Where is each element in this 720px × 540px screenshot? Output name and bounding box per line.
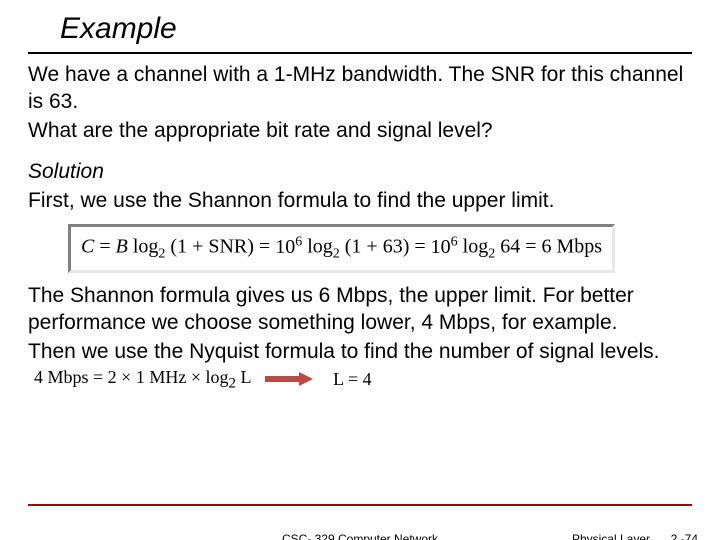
solution-label: Solution xyxy=(28,159,692,186)
ten-2: 10 xyxy=(431,236,451,258)
nyquist-intro: Then we use the Nyquist formula to find … xyxy=(28,339,692,394)
nyq-eq: = xyxy=(93,367,108,387)
eq-1: = xyxy=(99,236,115,258)
result-val: 6 xyxy=(542,236,552,258)
snr-expr: (1 + SNR) xyxy=(170,236,254,258)
log-1: log xyxy=(133,236,159,258)
arrow-shaft xyxy=(265,376,299,382)
nyquist-intro-text: Then we use the Nyquist formula to find … xyxy=(28,340,660,363)
footer-center: CSC- 329 Computer Network xyxy=(282,532,438,540)
solution-intro: First, we use the Shannon formula to fin… xyxy=(28,188,692,215)
title-area: Example xyxy=(0,0,720,50)
ten-1: 10 xyxy=(275,236,295,258)
shannon-formula-container: C = B log2 (1 + SNR) = 106 log2 (1 + 63)… xyxy=(68,224,692,273)
footer-page: 2 -74 xyxy=(671,532,698,540)
tenpow-2: 106 xyxy=(431,236,458,258)
nyq-L: L xyxy=(240,367,251,387)
arrow-head xyxy=(299,372,313,386)
snr-num: (1 + 63) xyxy=(345,236,410,258)
sixtyfour: 64 xyxy=(500,236,520,258)
logbase-3: 2 xyxy=(488,247,495,262)
log-2: log xyxy=(307,236,333,258)
arrow-icon xyxy=(265,366,313,393)
logbase-2: 2 xyxy=(333,247,340,262)
var-B: B xyxy=(116,236,128,258)
shannon-formula-box: C = B log2 (1 + SNR) = 106 log2 (1 + 63)… xyxy=(68,224,615,273)
eq-2: = xyxy=(259,236,275,258)
problem-text-1: We have a channel with a 1-MHz bandwidth… xyxy=(28,62,692,116)
nyq-rhs: 2 × 1 MHz × log xyxy=(108,367,229,387)
var-C: C xyxy=(81,236,94,258)
L-result-var: L xyxy=(333,369,343,389)
tenpow-1: 106 xyxy=(275,236,302,258)
footer-right: Physical Layer xyxy=(572,532,650,540)
log64: 64 xyxy=(500,236,520,258)
after-shannon: The Shannon formula gives us 6 Mbps, the… xyxy=(28,283,692,337)
nyquist-formula: 4 Mbps = 2 × 1 MHz × log2 L xyxy=(34,366,251,394)
logbase-1: 2 xyxy=(158,247,165,262)
slide-title: Example xyxy=(60,12,720,46)
slide: Example We have a channel with a 1-MHz b… xyxy=(0,0,720,540)
log-3: log xyxy=(463,236,489,258)
nyq-lhs: 4 Mbps xyxy=(34,367,89,387)
result-unit: Mbps xyxy=(557,236,603,258)
nyquist-result: L = 4 xyxy=(333,368,371,391)
exp-1: 6 xyxy=(295,234,302,249)
footer-rule xyxy=(28,504,692,506)
exp-2: 6 xyxy=(451,234,458,249)
eq-4: = xyxy=(525,236,541,258)
nyq-result-val: = 4 xyxy=(348,369,372,389)
slide-body: We have a channel with a 1-MHz bandwidth… xyxy=(0,54,720,393)
problem-text-2: What are the appropriate bit rate and si… xyxy=(28,118,692,145)
eq-3: = xyxy=(414,236,430,258)
L-var: L xyxy=(240,367,251,387)
nyq-logbase: 2 xyxy=(228,375,236,391)
